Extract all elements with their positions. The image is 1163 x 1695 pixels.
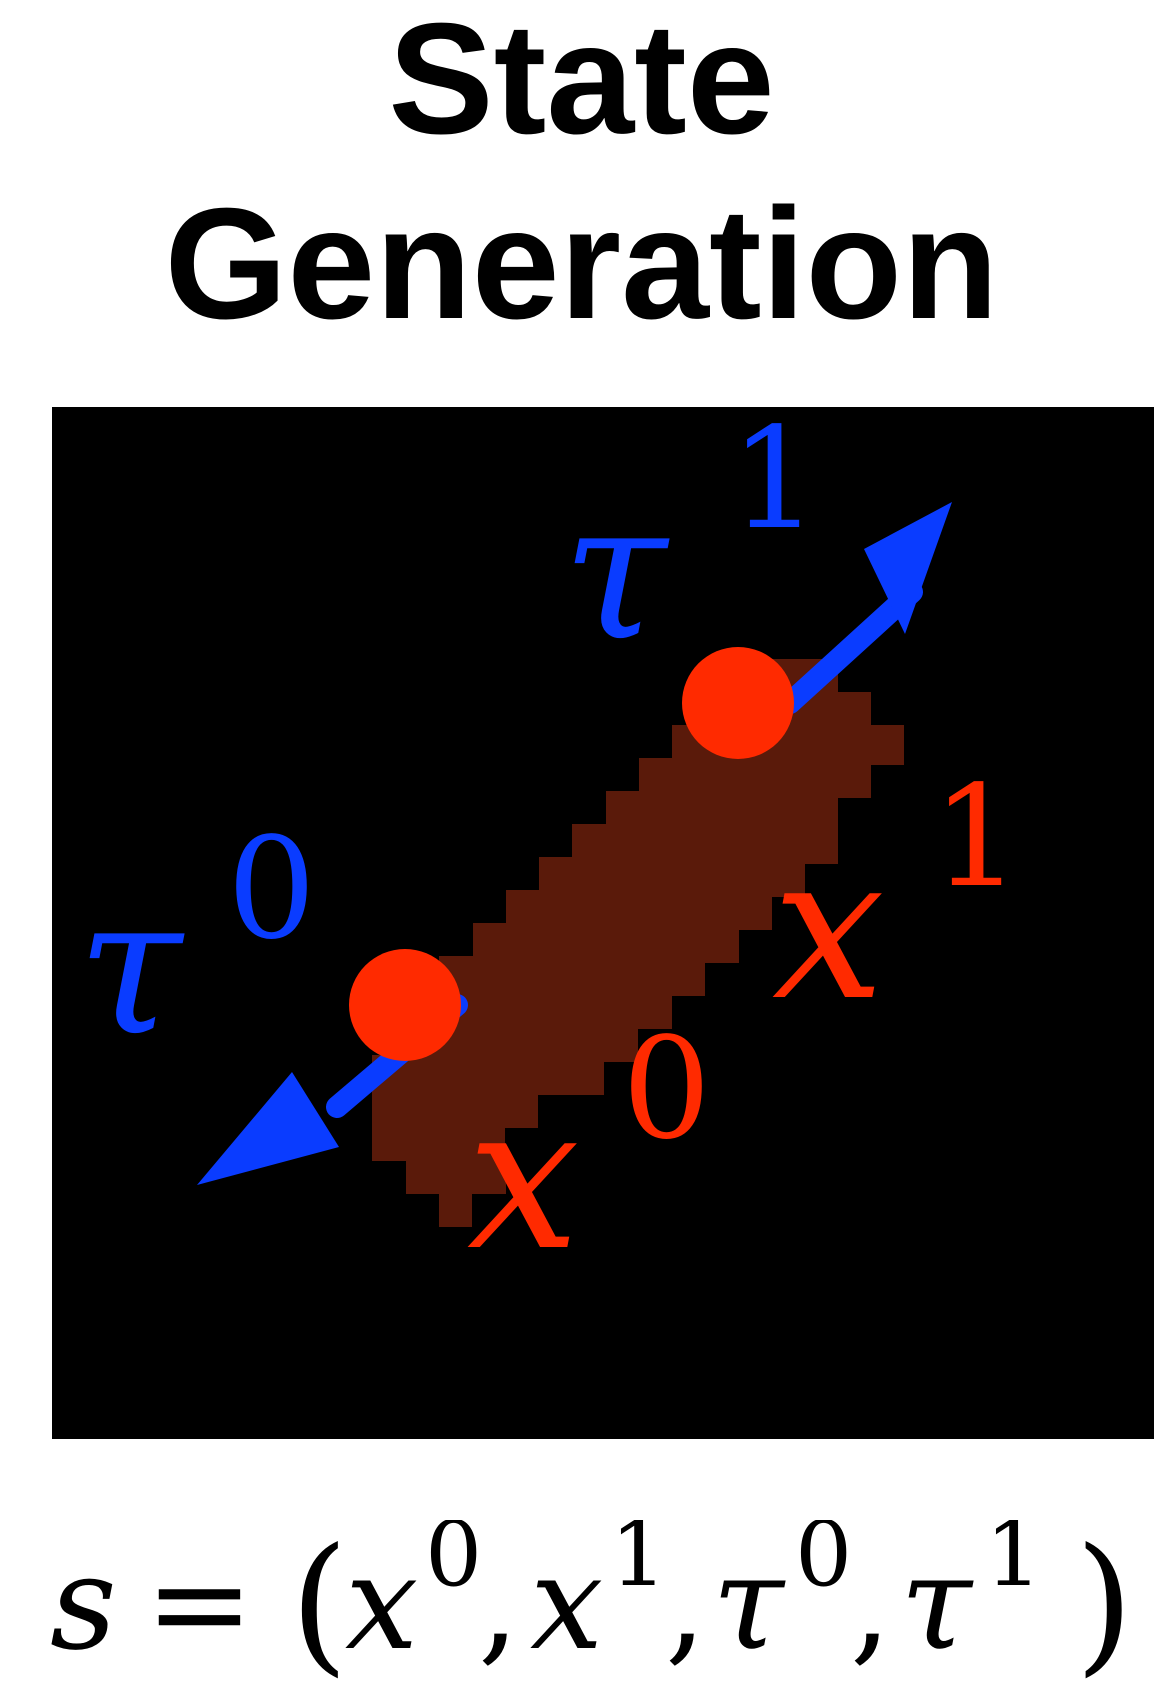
diagram-canvas: τ 1 τ 0 x 1 x 0 <box>77 407 1021 1295</box>
formula-x0-sup: 0 <box>425 1520 482 1607</box>
formula-comma-2: , <box>665 1527 706 1679</box>
label-x1-sup: 1 <box>932 756 1021 919</box>
formula-tau1-base: τ <box>900 1527 974 1679</box>
label-x0: x 0 <box>467 1008 711 1295</box>
formula-lhs: s <box>50 1527 117 1679</box>
formula-tau1-sup: 1 <box>985 1520 1042 1607</box>
point-x1 <box>682 647 794 759</box>
formula-x1-sup: 1 <box>610 1520 667 1607</box>
label-x1: x 1 <box>772 756 1021 1045</box>
formula-comma-1: , <box>478 1527 519 1679</box>
formula-tau0-sup: 0 <box>795 1520 852 1607</box>
formula-tau0-base: τ <box>712 1527 786 1679</box>
label-tau0: τ 0 <box>77 808 316 1077</box>
formula-close-paren: ) <box>1075 1520 1134 1691</box>
formula-x1-base: x <box>530 1527 603 1679</box>
diagram-panel: τ 1 τ 0 x 1 x 0 <box>52 407 1154 1439</box>
label-tau1-base: τ <box>562 461 670 682</box>
point-x0 <box>349 949 461 1061</box>
arrow-tau1 <box>779 502 952 714</box>
title-line-2: Generation <box>164 176 999 352</box>
label-tau0-base: τ <box>77 856 185 1077</box>
label-x0-sup: 0 <box>622 1008 711 1171</box>
label-tau1-sup: 1 <box>730 407 819 561</box>
formula-equals: = <box>145 1527 254 1679</box>
formula-x0-base: x <box>345 1527 418 1679</box>
formula-open-paren: ( <box>290 1520 349 1691</box>
formula-comma-3: , <box>850 1527 891 1679</box>
label-tau0-sup: 0 <box>227 808 316 971</box>
label-x1-base: x <box>772 812 885 1045</box>
label-tau1: τ 1 <box>562 407 819 682</box>
title-line-1: State <box>388 0 775 167</box>
state-formula: s = ( x 0 , x 1 , τ 0 , τ 1 ) <box>50 1520 1134 1691</box>
label-x0-base: x <box>467 1062 580 1295</box>
